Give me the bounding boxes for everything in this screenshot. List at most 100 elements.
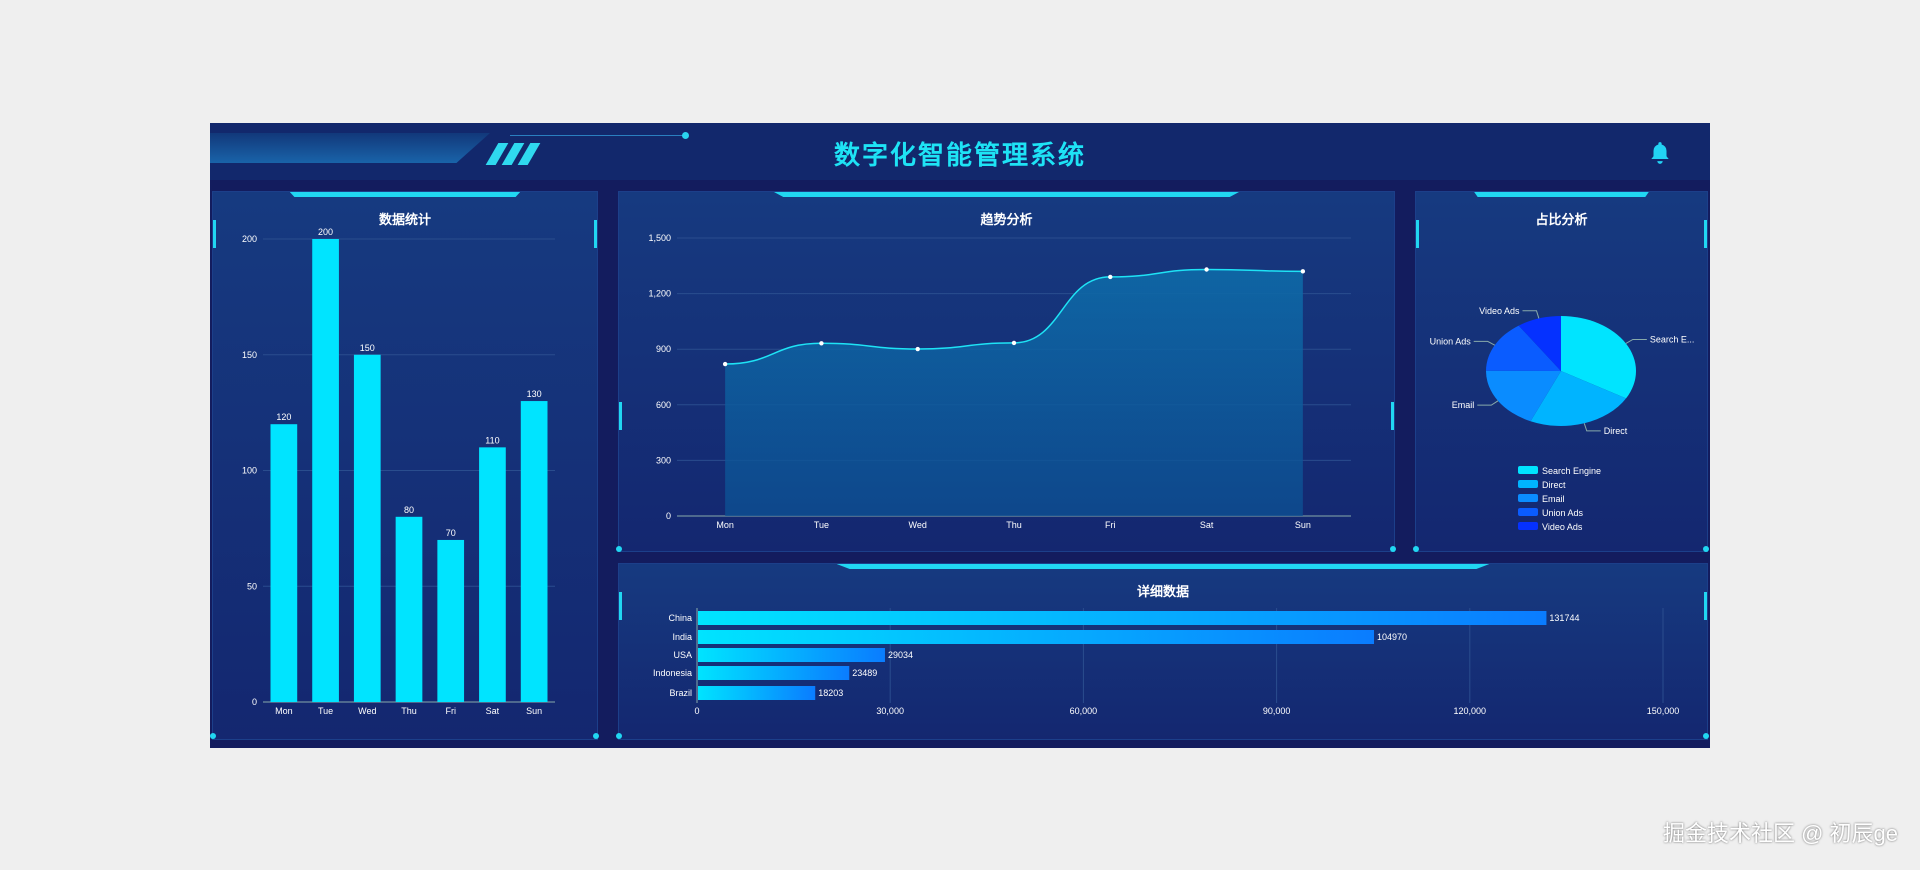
bar [698,686,816,700]
y-tick-label: 600 [656,400,671,410]
legend-swatch [1518,494,1538,502]
x-tick-label: Wed [909,520,927,530]
pie-label-line [1477,400,1499,406]
x-tick-label: 30,000 [876,706,904,716]
legend-label: Union Ads [1542,508,1584,518]
x-tick-label: Fri [445,706,456,716]
legend-swatch [1518,522,1538,530]
data-point [722,361,728,367]
x-tick-label: Mon [275,706,293,716]
data-point [1204,267,1209,272]
bar [698,630,1375,644]
legend-swatch [1518,466,1538,474]
pie-slice-label: Search E... [1650,334,1695,344]
data-point [1011,340,1017,346]
legend-label: Email [1542,494,1565,504]
data-point [819,341,824,346]
x-tick-label: 90,000 [1263,706,1291,716]
x-tick-label: Wed [358,706,376,716]
bar-data-label: 70 [446,528,456,538]
y-tick-label: Indonesia [653,668,692,678]
pie-slice-label: Direct [1604,426,1628,436]
data-point [1108,274,1113,280]
bar-data-label: 29034 [888,650,913,660]
panel-title: 详细数据 [1136,584,1189,599]
pie-label-line [1522,310,1540,319]
y-tick-label: 50 [247,581,257,591]
pie-slice-label: Email [1452,400,1475,410]
y-tick-label: India [672,632,692,642]
pie-label-line [1625,338,1647,344]
y-tick-label: 200 [242,234,257,244]
bar [698,648,885,662]
x-tick-label: 120,000 [1454,706,1487,716]
x-tick-label: Sat [1200,520,1214,530]
pie-slice [1518,316,1561,371]
page-title: 数字化智能管理系统 [833,140,1086,170]
legend-label: Search Engine [1542,466,1601,476]
area-fill [725,269,1303,516]
x-tick-label: Thu [401,706,417,716]
bell-icon[interactable] [1647,140,1673,166]
legend-swatch [1518,508,1538,516]
data-point [915,346,920,352]
panel-title: 趋势分析 [980,212,1033,227]
header-decoration [210,133,490,163]
x-tick-label: 60,000 [1070,706,1098,716]
y-tick-label: 1,200 [648,289,671,299]
x-tick-label: Sat [486,706,500,716]
x-tick-label: Tue [814,520,829,530]
pie-label-line [1583,423,1601,432]
y-tick-label: 0 [666,511,671,521]
legend-swatch [1518,480,1538,488]
header-dot-decoration [682,132,689,139]
bar-data-label: 131744 [1549,613,1579,623]
y-tick-label: 900 [656,344,671,354]
x-tick-label: Fri [1105,520,1116,530]
bar-data-label: 18203 [818,688,843,698]
pie-slice [1486,370,1561,422]
pie-slice [1530,371,1627,426]
bar [698,611,1547,625]
bar [395,516,423,702]
y-tick-label: 0 [252,697,257,707]
y-tick-label: USA [673,650,692,660]
x-tick-label: Thu [1006,520,1022,530]
bar [270,424,298,702]
pie-slice-label: Union Ads [1430,336,1472,346]
panel-title: 数据统计 [378,212,431,227]
x-tick-label: Sun [1295,520,1311,530]
bar [353,354,381,702]
bar [698,666,850,680]
bar [520,401,548,702]
bar-data-label: 104970 [1377,632,1407,642]
bar [437,539,465,702]
legend-label: Direct [1542,480,1566,490]
legend-label: Video Ads [1542,522,1583,532]
y-tick-label: 150 [242,350,257,360]
bar-data-label: 80 [404,505,414,515]
bar [312,239,339,702]
pie-slice [1561,316,1637,399]
pie-slice-label: Video Ads [1479,306,1520,316]
x-tick-label: Tue [318,706,333,716]
x-tick-label: 150,000 [1647,706,1680,716]
pie-slice [1486,325,1561,371]
bar-data-label: 150 [360,343,375,353]
y-tick-label: Brazil [669,688,692,698]
data-point [1300,269,1306,274]
y-tick-label: 300 [656,455,671,465]
y-tick-label: 1,500 [648,233,671,243]
x-tick-label: 0 [694,706,699,716]
x-tick-label: Mon [716,520,734,530]
pie-label-line [1473,340,1496,346]
y-tick-label: 100 [242,466,257,476]
bar-data-label: 200 [318,227,333,237]
watermark: 掘金技术社区 @ 初辰ge [1662,821,1898,846]
panel-title: 占比分析 [1535,212,1588,227]
bar-data-label: 130 [527,389,542,399]
bar-data-label: 23489 [852,668,877,678]
header: 数字化智能管理系统 [210,123,1710,180]
header-line-decoration [510,135,685,136]
